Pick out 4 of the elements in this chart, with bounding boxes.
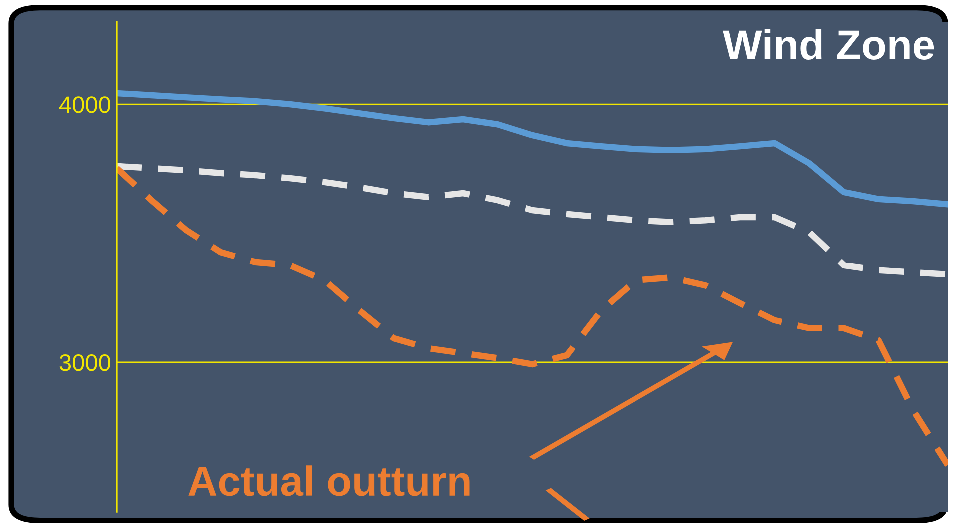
chart-title: Wind Zone [723, 29, 934, 60]
y-tick-label: 4000 [59, 96, 111, 114]
y-tick-label: 3000 [60, 354, 111, 372]
annotation: Actual outturn [188, 466, 470, 496]
